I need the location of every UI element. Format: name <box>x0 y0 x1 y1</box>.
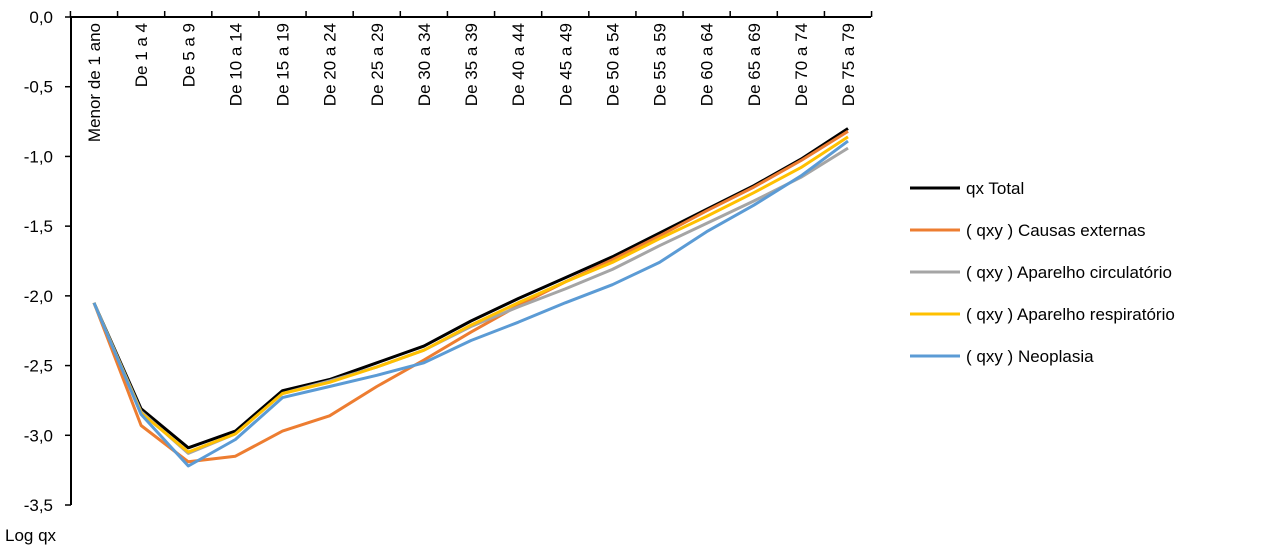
x-tick-label: De 55 a 59 <box>651 23 670 106</box>
x-tick-label: De 70 a 74 <box>792 23 811 106</box>
x-tick-label: De 35 a 39 <box>462 23 481 106</box>
x-tick-label: De 45 a 49 <box>556 23 575 106</box>
series-line <box>92 130 849 464</box>
x-tick-label: De 50 a 54 <box>603 23 622 106</box>
series-line <box>92 127 849 450</box>
y-tick-label: -3,0 <box>24 426 53 445</box>
legend-entry-label: ( qxy ) Aparelho circulatório <box>966 263 1172 282</box>
x-tick-label: De 40 a 44 <box>509 23 528 106</box>
y-tick-label: -2,5 <box>24 357 53 376</box>
series-line <box>92 135 849 454</box>
x-tick-label: Menor de 1 ano <box>85 23 104 142</box>
x-tick-label: De 1 a 4 <box>132 23 151 87</box>
x-tick-label: De 30 a 34 <box>415 23 434 106</box>
series-line <box>92 139 849 468</box>
y-tick-label: -1,0 <box>24 147 53 166</box>
legend: qx Total ( qxy ) Causas externas ( qxy ) A… <box>910 179 1175 366</box>
y-tick-label: -1,5 <box>24 217 53 236</box>
x-tick-label: De 20 a 24 <box>321 23 340 106</box>
x-tick-label: De 5 a 9 <box>179 23 198 87</box>
legend-entry-label: ( qxy ) Causas externas <box>966 221 1146 240</box>
legend-entry-label: ( qxy ) Aparelho respiratório <box>966 305 1175 324</box>
legend-entry-label: ( qxy ) Neoplasia <box>966 347 1094 366</box>
y-tick-label: -3,5 <box>24 496 53 515</box>
x-tick-label: De 60 a 64 <box>698 23 717 106</box>
y-tick-label: -2,0 <box>24 287 53 306</box>
x-tick-label: De 75 a 79 <box>839 23 858 106</box>
axes <box>65 11 873 506</box>
x-tick-label: De 25 a 29 <box>368 23 387 106</box>
y-tick-label: 0,0 <box>29 8 53 27</box>
x-tick-labels: Menor de 1 ano De 1 a 4 De 5 a 9 De 10 a 14… <box>85 23 858 142</box>
x-tick-label: De 15 a 19 <box>274 23 293 106</box>
y-axis-label: Log qx <box>5 526 57 545</box>
x-tick-label: De 65 a 69 <box>745 23 764 106</box>
y-tick-labels: 0,0 -0,5 -1,0 -1,5 -2,0 -2,5 -3,0 -3,5 <box>24 8 53 515</box>
y-tick-label: -0,5 <box>24 78 53 97</box>
legend-entry-label: qx Total <box>966 179 1024 198</box>
x-tick-label: De 10 a 14 <box>226 23 245 106</box>
series-lines <box>92 127 849 468</box>
